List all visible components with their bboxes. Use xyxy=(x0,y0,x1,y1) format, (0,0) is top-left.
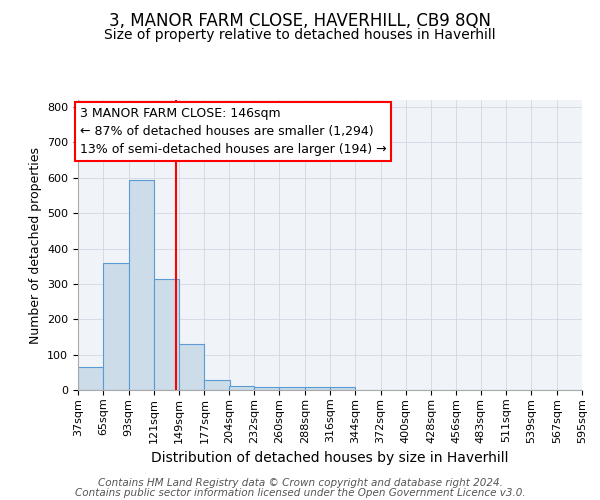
Bar xyxy=(330,387,355,390)
Bar xyxy=(280,387,305,390)
Text: Contains HM Land Registry data © Crown copyright and database right 2024.: Contains HM Land Registry data © Crown c… xyxy=(98,478,502,488)
Bar xyxy=(128,180,154,390)
Bar xyxy=(254,387,280,390)
Text: 3, MANOR FARM CLOSE, HAVERHILL, CB9 8QN: 3, MANOR FARM CLOSE, HAVERHILL, CB9 8QN xyxy=(109,12,491,30)
Bar xyxy=(229,386,254,390)
Bar xyxy=(154,278,179,390)
Text: 3 MANOR FARM CLOSE: 146sqm
← 87% of detached houses are smaller (1,294)
13% of s: 3 MANOR FARM CLOSE: 146sqm ← 87% of deta… xyxy=(80,107,386,156)
Text: Size of property relative to detached houses in Haverhill: Size of property relative to detached ho… xyxy=(104,28,496,42)
Bar xyxy=(305,387,330,390)
X-axis label: Distribution of detached houses by size in Haverhill: Distribution of detached houses by size … xyxy=(151,451,509,465)
Bar xyxy=(179,344,205,390)
Bar xyxy=(78,367,103,390)
Bar xyxy=(103,262,128,390)
Y-axis label: Number of detached properties: Number of detached properties xyxy=(29,146,41,344)
Bar xyxy=(205,380,230,390)
Text: Contains public sector information licensed under the Open Government Licence v3: Contains public sector information licen… xyxy=(74,488,526,498)
